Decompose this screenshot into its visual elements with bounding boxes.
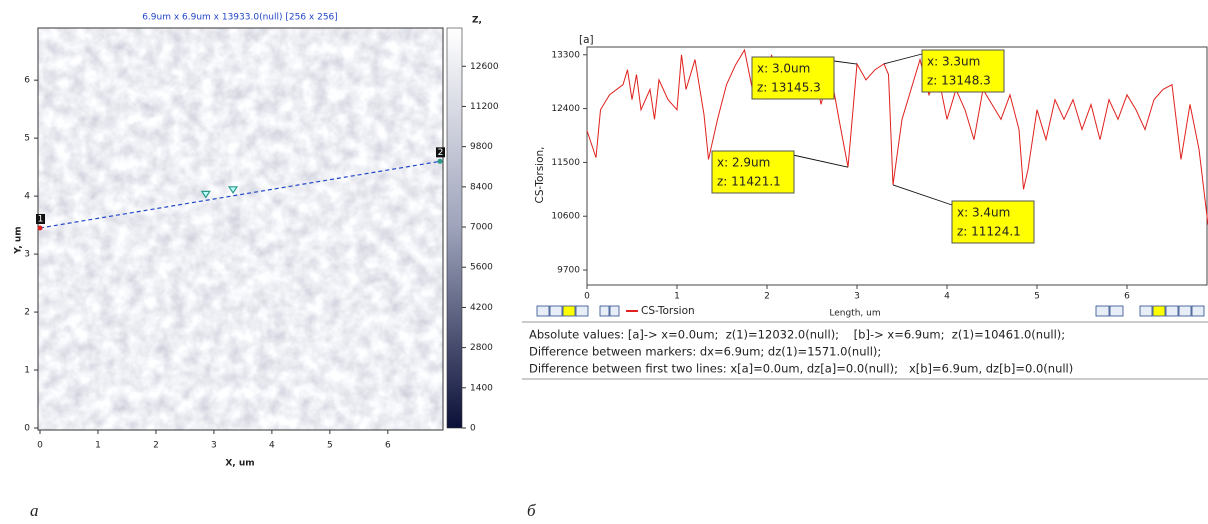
leader-line	[892, 184, 953, 206]
image-title: 6.9um x 6.9um x 13933.0(null) [256 x 256…	[142, 13, 338, 23]
caption: а	[30, 501, 39, 520]
x-tick-label: 6	[385, 441, 391, 451]
plot-frame	[586, 46, 1208, 286]
button[interactable]	[609, 305, 620, 317]
toolbar-right	[1095, 305, 1205, 317]
annotation-x: x: 2.9um	[717, 156, 770, 170]
x-tick-label: 5	[1034, 292, 1040, 302]
annotation-x: x: 3.0um	[757, 62, 810, 76]
button[interactable]	[575, 305, 589, 317]
profile-end	[37, 225, 43, 231]
annotation-z: z: 13145.3	[757, 81, 821, 95]
afm-image	[38, 28, 443, 430]
x-tick-label: 3	[854, 292, 860, 302]
x-tick-label: 3	[211, 441, 217, 451]
colorbar-tick-label: 11200	[470, 102, 499, 112]
profile-line	[586, 48, 1208, 225]
y-tick-label: 1	[24, 366, 30, 376]
colorbar-tick-label: 8400	[470, 182, 493, 192]
button[interactable]	[1152, 305, 1166, 317]
leader-line	[883, 53, 923, 65]
x-tick-label: 4	[944, 292, 950, 302]
legend-label: CS-Torsion	[641, 305, 695, 317]
button[interactable]	[1165, 305, 1179, 317]
button[interactable]	[1139, 305, 1153, 317]
button[interactable]	[562, 305, 576, 317]
y-tick-label: 11500	[551, 158, 580, 168]
cursor-marker	[227, 186, 239, 194]
y-tick-label: 6	[24, 76, 30, 86]
colorbar-tick-label: 9800	[470, 142, 493, 152]
cursor-marker	[200, 190, 211, 199]
cursor-label: [a]	[579, 34, 594, 46]
annotation-z: z: 11124.1	[957, 225, 1021, 239]
x-tick-label: 2	[153, 441, 159, 451]
colorbar-tick-label: 4200	[470, 303, 493, 313]
profile-line	[39, 160, 441, 229]
colorbar-tick-label: 5600	[470, 263, 493, 273]
colorbar-label: Z,	[472, 16, 482, 26]
toolbar-left	[536, 305, 620, 317]
info-line: Difference between markers: dx=6.9um; dz…	[529, 345, 881, 359]
button[interactable]	[1178, 305, 1192, 317]
annotation-z: z: 11421.1	[717, 175, 781, 189]
x-axis-label: X, um	[225, 459, 254, 469]
y-tick-label: 3	[24, 250, 30, 260]
y-tick-label: 0	[24, 424, 30, 434]
annotation-box	[921, 49, 1005, 93]
colorbar-tick-label: 7000	[470, 223, 493, 233]
annotation-box	[951, 200, 1035, 244]
leader-line	[792, 154, 849, 168]
y-axis-label: Y, um	[14, 226, 24, 254]
profile-label-box	[436, 147, 445, 158]
button[interactable]	[1109, 305, 1124, 317]
profile-label-box	[36, 214, 45, 224]
colorbar	[446, 27, 463, 429]
button[interactable]	[1095, 305, 1110, 317]
profile-label: 1	[38, 215, 44, 225]
caption: б	[527, 501, 536, 520]
button[interactable]	[1191, 305, 1205, 317]
annotation-box	[751, 56, 835, 100]
y-tick-label: 10600	[551, 212, 580, 222]
x-tick-label: 1	[95, 441, 101, 451]
x-tick-label: 1	[674, 292, 680, 302]
x-tick-label: 6	[1124, 292, 1130, 302]
profile-label: 2	[438, 148, 444, 158]
colorbar-tick-label: 12600	[470, 62, 499, 72]
info-line: Difference between first two lines: x[a]…	[529, 362, 1073, 376]
annotation-x: x: 3.4um	[957, 206, 1010, 220]
colorbar-tick-label: 2800	[470, 343, 493, 353]
button[interactable]	[549, 305, 563, 317]
button[interactable]	[536, 305, 550, 317]
x-tick-label: 4	[269, 441, 275, 451]
profile-end	[437, 158, 443, 164]
colorbar-tick-label: 0	[470, 424, 476, 434]
button[interactable]	[599, 305, 610, 317]
y-tick-label: 12400	[551, 104, 580, 114]
colorbar-tick-label: 1400	[470, 383, 493, 393]
leader-line	[833, 60, 858, 65]
x-axis-label: Length, um	[829, 309, 880, 319]
annotation-x: x: 3.3um	[927, 55, 980, 69]
y-tick-label: 2	[24, 308, 30, 318]
x-tick-label: 0	[584, 292, 590, 302]
annotation-box	[711, 150, 795, 194]
x-tick-label: 2	[764, 292, 770, 302]
info-line: Absolute values: [a]-> x=0.0um; z(1)=120…	[529, 328, 1065, 342]
y-tick-label: 4	[24, 192, 30, 202]
x-tick-label: 5	[327, 441, 333, 451]
y-axis-label: CS-Torsion,	[534, 147, 546, 204]
x-tick-label: 0	[37, 441, 43, 451]
y-tick-label: 13300	[551, 50, 580, 60]
annotation-z: z: 13148.3	[927, 74, 991, 88]
y-tick-label: 9700	[557, 266, 580, 276]
y-tick-label: 5	[24, 134, 30, 144]
